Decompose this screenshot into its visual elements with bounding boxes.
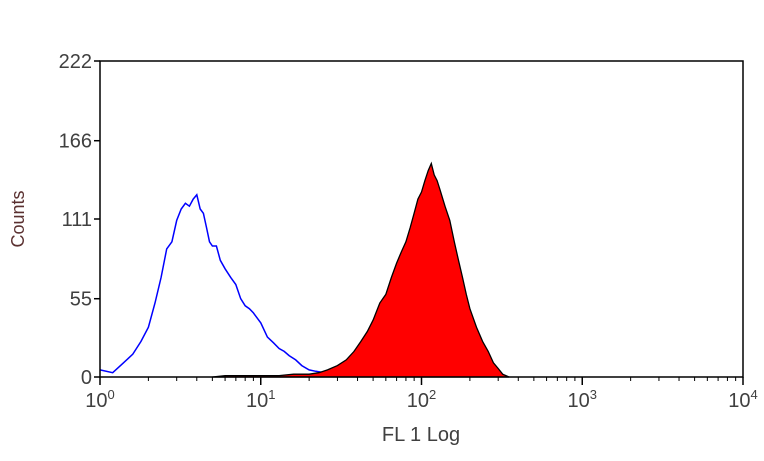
- y-tick-label: 166: [59, 131, 92, 153]
- x-tick-label: 101: [246, 387, 275, 412]
- series-2-filled-area: [212, 161, 510, 378]
- x-tick-label: 103: [568, 387, 597, 412]
- y-tick-label: 55: [70, 289, 92, 311]
- x-axis-title: FL 1 Log: [382, 424, 460, 446]
- x-tick-label: 104: [728, 387, 757, 412]
- y-axis-title: Counts: [8, 190, 28, 247]
- x-tick-label: 100: [85, 387, 114, 412]
- y-tick-label: 111: [62, 209, 92, 231]
- series-layer: [99, 161, 510, 378]
- ticks-layer: 0 55 111 166 222 100 101 102 103 104: [59, 51, 758, 412]
- y-tick-label: 0: [81, 367, 92, 389]
- y-tick-label: 222: [59, 51, 92, 73]
- x-tick-label: 102: [407, 387, 436, 412]
- series-1-line: [99, 193, 358, 378]
